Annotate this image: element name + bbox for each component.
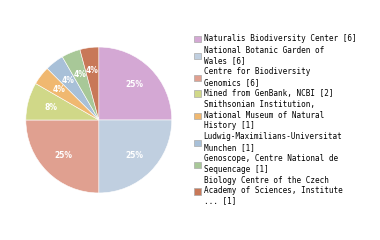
Wedge shape [62,49,99,120]
Text: 4%: 4% [62,76,75,85]
Text: 4%: 4% [86,66,99,75]
Wedge shape [36,68,99,120]
Wedge shape [99,120,172,193]
Wedge shape [80,47,99,120]
Text: 4%: 4% [73,70,86,79]
Text: 25%: 25% [125,150,143,160]
Wedge shape [26,120,99,193]
Text: 25%: 25% [55,150,73,160]
Wedge shape [26,84,99,120]
Legend: Naturalis Biodiversity Center [6], National Botanic Garden of
Wales [6], Centre : Naturalis Biodiversity Center [6], Natio… [194,34,356,206]
Wedge shape [47,57,99,120]
Text: 25%: 25% [125,80,143,90]
Text: 4%: 4% [53,85,66,94]
Text: 8%: 8% [44,103,57,112]
Wedge shape [99,47,172,120]
